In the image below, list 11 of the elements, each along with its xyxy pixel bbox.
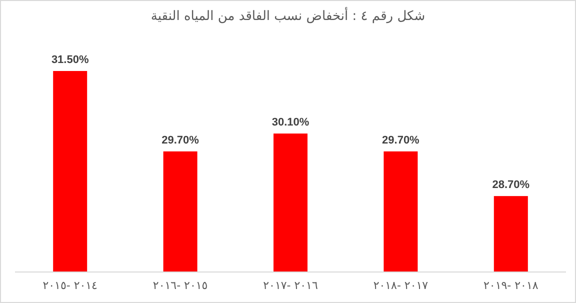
data-label: 29.70% xyxy=(382,134,420,146)
data-label: 28.70% xyxy=(492,179,530,192)
x-tick-label: ٢٠١٧ -٢٠١٨ xyxy=(373,279,428,292)
chart-title: شكل رقم ٤ : أنخفاض نسب الفاقد من المياه النقية xyxy=(150,7,426,24)
x-tick-label: ٢٠١٨ -٢٠١٩ xyxy=(484,279,538,292)
data-label: 29.70% xyxy=(162,134,200,146)
x-tick-label: ٢٠١٥ -٢٠١٦ xyxy=(152,279,208,292)
x-tick-label: ٢٠١٦ -٢٠١٧ xyxy=(263,279,318,292)
data-label: 31.50% xyxy=(51,54,89,66)
data-label: 30.10% xyxy=(272,116,310,129)
x-tick-label: ٢٠١٤ -٢٠١٥ xyxy=(42,279,98,292)
